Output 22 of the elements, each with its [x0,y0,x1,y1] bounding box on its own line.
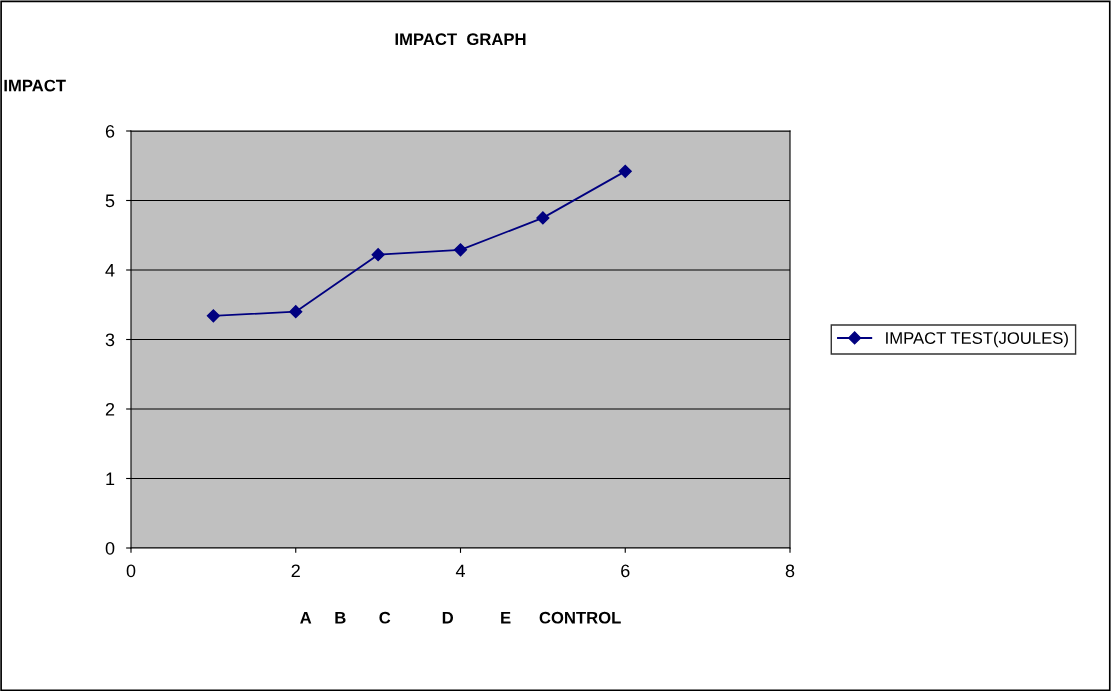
point [206,309,220,323]
x-tick-label: 0 [126,564,136,578]
point [453,243,468,257]
point [371,248,385,262]
point [289,305,303,319]
x-tick-label: 4 [455,564,465,578]
y-tick-label: 4 [105,264,115,277]
chart-title: IMPACT GRAPH [395,33,526,46]
point [618,164,632,178]
legend-label: IMPACT TEST(JOULES) [886,331,1068,348]
x-tick-label: 8 [785,564,795,578]
y-tick-label: 1 [106,472,115,486]
y-tick-label: 6 [105,124,115,138]
y-tick-label: 5 [105,194,115,208]
y-tick-label: 3 [105,333,115,347]
y-axis-title: IMPACT [4,79,66,92]
x-tick-label: 6 [621,564,630,578]
x-tick-label: 2 [291,564,300,578]
y-tick-label: 2 [105,402,115,416]
y-tick-label: 0 [105,541,115,555]
x-axis-title: A B C D E CONTROL [300,611,621,624]
point [536,211,550,225]
